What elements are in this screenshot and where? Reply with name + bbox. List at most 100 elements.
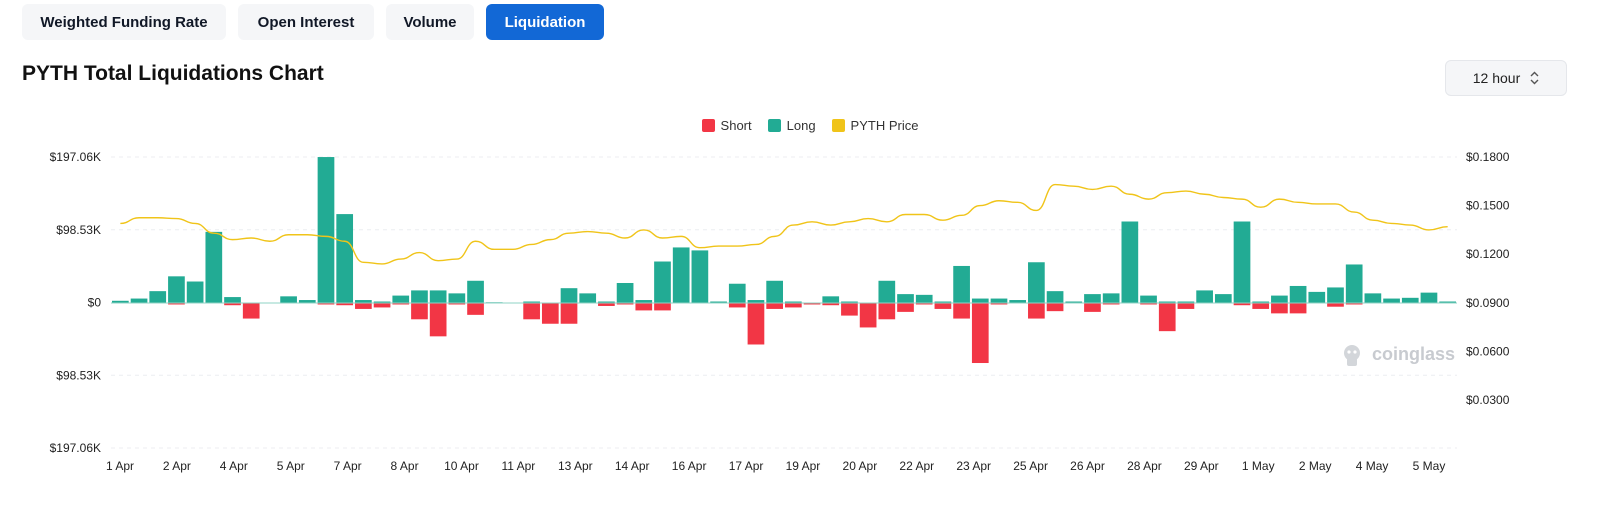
long-bar [298, 300, 316, 303]
short-bar [1327, 303, 1344, 307]
short-bar [971, 303, 989, 364]
x-tick-label: 10 Apr [444, 459, 479, 473]
legend-item-long[interactable]: Long [767, 118, 816, 133]
short-bar [1102, 303, 1120, 305]
long-bar [149, 291, 167, 303]
legend-label-short: Short [720, 118, 752, 133]
legend-item-short[interactable]: Short [701, 118, 752, 133]
y-left-tick-label: $197.06K [50, 150, 101, 164]
long-bar [1383, 298, 1400, 303]
long-bar [1364, 293, 1382, 303]
long-bar [1252, 301, 1270, 303]
long-bar [429, 290, 447, 303]
long-bar [1345, 264, 1363, 303]
y-left-tick-label: $197.06K [50, 441, 101, 455]
x-tick-label: 11 Apr [501, 459, 535, 473]
chevron-up-down-icon [1530, 71, 1539, 85]
tab-liquidation[interactable]: Liquidation [486, 4, 604, 40]
long-bar [317, 157, 335, 303]
x-tick-label: 5 May [1413, 459, 1446, 473]
x-tick-label: 16 Apr [672, 459, 707, 473]
short-bar [841, 303, 858, 316]
legend-label-long: Long [786, 118, 816, 133]
interval-select[interactable]: 12 hour [1445, 60, 1567, 96]
short-bar [355, 303, 372, 309]
x-tick-label: 1 Apr [106, 459, 134, 473]
legend-swatch-long [767, 119, 781, 132]
long-bar [953, 265, 970, 303]
y-right-tick-label: $0.0900 [1466, 296, 1510, 310]
tab-open-interest[interactable]: Open Interest [238, 4, 374, 40]
long-bar [1196, 290, 1213, 303]
tab-volume[interactable]: Volume [386, 4, 474, 40]
long-bar [448, 293, 466, 303]
legend-item-price[interactable]: PYTH Price [831, 118, 918, 133]
long-bar [654, 261, 671, 303]
y-right-tick-label: $0.0600 [1466, 344, 1510, 358]
short-bar [635, 303, 653, 311]
long-bar [355, 300, 372, 303]
long-bar [373, 301, 391, 303]
short-bar [803, 303, 821, 305]
x-tick-label: 22 Apr [899, 459, 934, 473]
short-bar [1177, 303, 1195, 309]
short-bar [878, 303, 896, 320]
long-bar [1233, 221, 1251, 303]
short-bar [953, 303, 970, 319]
short-bar [467, 303, 484, 315]
long-bar [1214, 294, 1232, 303]
short-bar [1271, 303, 1288, 314]
short-bar [392, 303, 410, 305]
short-bar [1140, 303, 1157, 305]
short-bar [859, 303, 877, 328]
long-bar [1327, 287, 1344, 303]
short-bar [728, 303, 746, 308]
short-bar [448, 303, 466, 305]
short-bar [897, 303, 914, 312]
y-left-tick-label: $98.53K [56, 368, 101, 382]
long-bar [224, 297, 241, 303]
long-bar [934, 301, 952, 303]
long-bar [205, 231, 223, 303]
long-bar [766, 280, 783, 303]
interval-value: 12 hour [1472, 70, 1521, 86]
coinglass-watermark: coinglass [1338, 340, 1455, 368]
long-bar [112, 300, 129, 303]
long-bar [1308, 291, 1326, 303]
long-bar [1401, 297, 1419, 303]
long-bar [130, 298, 148, 303]
x-tick-label: 19 Apr [786, 459, 821, 473]
legend-swatch-price [831, 119, 845, 132]
long-bar [747, 300, 765, 303]
short-bar [411, 303, 428, 320]
x-tick-label: 14 Apr [615, 459, 650, 473]
long-bar [186, 281, 204, 303]
short-bar [1233, 303, 1251, 306]
long-bar [1289, 285, 1307, 303]
legend-swatch-short [701, 119, 715, 132]
tab-weighted-funding-rate[interactable]: Weighted Funding Rate [22, 4, 226, 40]
coinglass-logo-icon [1344, 345, 1360, 366]
x-tick-label: 2 May [1299, 459, 1332, 473]
chart-legend: Short Long PYTH Price [0, 118, 1600, 133]
short-bar [616, 303, 634, 305]
long-bar [1121, 221, 1139, 303]
short-bar [523, 303, 540, 320]
short-bar [915, 303, 933, 305]
long-bar [1439, 301, 1456, 303]
x-tick-label: 8 Apr [391, 459, 419, 473]
short-bar [242, 303, 260, 319]
y-left-tick-label: $98.53K [56, 223, 101, 237]
x-tick-label: 25 Apr [1013, 459, 1048, 473]
short-bar [336, 303, 354, 306]
x-tick-label: 1 May [1242, 459, 1275, 473]
y-right-tick-label: $0.0300 [1466, 393, 1510, 407]
short-bar [1345, 303, 1363, 305]
short-bar [1046, 303, 1064, 312]
long-bar [1028, 262, 1045, 303]
short-bar [1289, 303, 1307, 314]
short-bar [598, 303, 615, 306]
x-tick-label: 2 Apr [163, 459, 191, 473]
long-bar [990, 298, 1008, 303]
y-left-tick-label: $0 [88, 296, 102, 310]
